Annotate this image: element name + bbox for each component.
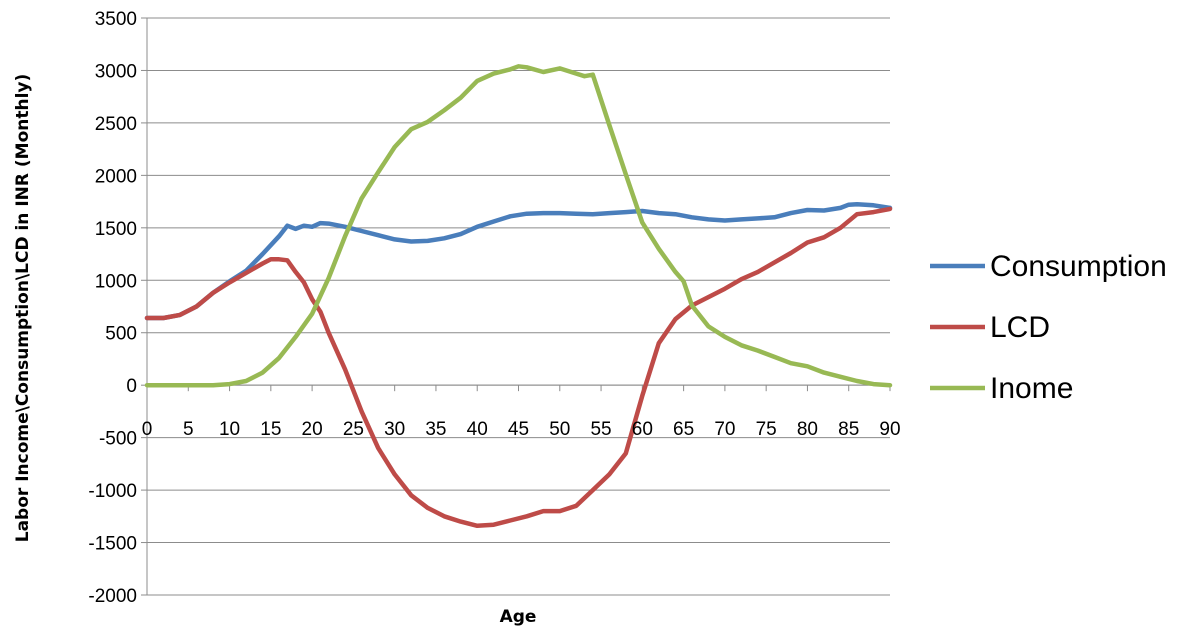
x-tick-label: 80	[797, 419, 818, 440]
x-tick-label: 65	[673, 419, 694, 440]
x-tick-label: 0	[142, 419, 153, 440]
legend-label: Inome	[990, 372, 1073, 405]
x-tick-label: 5	[183, 419, 194, 440]
y-tick-label: 3500	[95, 9, 137, 30]
y-tick-label: 1000	[95, 271, 137, 292]
x-tick-label: 90	[879, 419, 900, 440]
x-tick-label: 30	[384, 419, 405, 440]
series-line-inome	[144, 64, 893, 388]
x-tick-label: 40	[467, 419, 488, 440]
y-tick-label: -2000	[88, 586, 137, 607]
y-tick-label: 2000	[95, 166, 137, 187]
x-tick-label: 15	[260, 419, 281, 440]
x-tick-label: 45	[508, 419, 529, 440]
x-tick-label: 70	[714, 419, 735, 440]
x-tick-label: 25	[343, 419, 364, 440]
x-tick-label: 20	[302, 419, 323, 440]
legend: Consumption LCD Inome	[930, 250, 1167, 405]
y-tick-label: 2500	[95, 114, 137, 135]
y-tick-label: -500	[99, 429, 137, 450]
x-tick-labels: 0 5 10 15 20 25 30 35 40 45 50 55 60 65 70 75 80 85 90	[142, 419, 901, 440]
x-tick-label: 10	[219, 419, 240, 440]
series-lines	[144, 64, 893, 529]
x-tick-label: 35	[425, 419, 446, 440]
x-tick-label: 85	[838, 419, 859, 440]
x-axis-title: Age	[500, 607, 537, 627]
x-tick-label: 75	[756, 419, 777, 440]
legend-label: Consumption	[990, 250, 1167, 283]
axes	[141, 17, 891, 596]
x-tick-label: 50	[549, 419, 570, 440]
x-tick-label: 60	[632, 419, 653, 440]
gridlines	[147, 17, 890, 596]
y-tick-labels: 3500 3000 2500 2000 1500 1000 500 0 -500 -1000 -15…	[88, 9, 137, 607]
y-tick-label: -1000	[88, 481, 137, 502]
x-tick-label: 55	[590, 419, 611, 440]
y-tick-label: 500	[105, 324, 137, 345]
series-line-consumption	[144, 201, 893, 321]
y-tick-label: 0	[126, 376, 137, 397]
y-tick-label: 3000	[95, 61, 137, 82]
y-tick-label: 1500	[95, 219, 137, 240]
legend-label: LCD	[990, 311, 1050, 344]
series-line-lcd	[144, 206, 893, 529]
y-axis-title: Labor Income\Consumption\LCD in INR (Mon…	[13, 74, 33, 543]
y-tick-label: -1500	[88, 534, 137, 555]
